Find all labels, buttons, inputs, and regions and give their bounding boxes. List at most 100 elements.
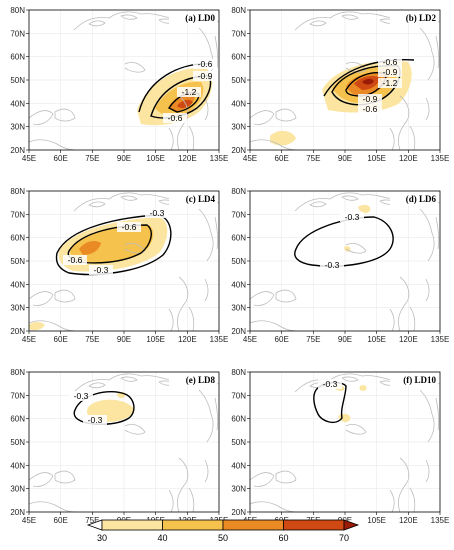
contour-label: -0.6 [383, 57, 398, 67]
y-tick-label: 50N [231, 257, 246, 266]
y-tick-label: 80N [231, 6, 246, 15]
x-tick-label: 120E [178, 154, 197, 163]
map-panel-4: -0.3 -0.3 (d) LD6 45E 60E 75E 90E 105E 120E 135E 2… [231, 187, 449, 344]
y-tick-label: 80N [231, 187, 246, 196]
y-tick-label: 30N [10, 123, 25, 132]
x-tick-label: 135E [431, 516, 450, 525]
y-tick-label: 60N [231, 415, 246, 424]
contour-label: -0.6 [363, 104, 378, 114]
shading-region-1 [358, 204, 371, 214]
y-tick-label: 20N [231, 327, 246, 336]
y-tick-label: 40N [231, 99, 246, 108]
x-tick-label: 105E [146, 335, 165, 344]
shading-region-4 [177, 99, 193, 109]
x-tick-label: 135E [431, 335, 450, 344]
contour-label: -0.3 [345, 212, 360, 222]
x-tick-label: 120E [178, 335, 197, 344]
contour-label: -0.3 [150, 208, 165, 218]
panel-title: (f) LD10 [403, 375, 436, 385]
y-tick-label: 60N [231, 53, 246, 62]
x-tick-label: 75E [306, 335, 320, 344]
y-tick-label: 80N [10, 6, 25, 15]
x-tick-label: 90E [117, 335, 131, 344]
y-tick-label: 50N [10, 76, 25, 85]
y-tick-label: 40N [231, 461, 246, 470]
contour-label: -0.6 [168, 113, 183, 123]
shading-region-5 [362, 78, 374, 85]
x-tick-label: 75E [306, 154, 320, 163]
x-tick-label: 45E [22, 516, 36, 525]
shading-region-6 [270, 130, 296, 146]
x-tick-label: 90E [338, 154, 352, 163]
x-tick-label: 45E [243, 154, 257, 163]
y-tick-label: 30N [231, 485, 246, 494]
colorbar-segment [222, 519, 284, 531]
y-tick-label: 20N [10, 146, 25, 155]
colorbar-tick-label: 50 [218, 533, 228, 543]
contour-label: -1.2 [182, 87, 197, 97]
y-tick-label: 60N [10, 415, 25, 424]
x-tick-label: 75E [85, 516, 99, 525]
shading-region-4 [29, 322, 45, 331]
y-tick-label: 80N [231, 368, 246, 377]
contour-line-1 [55, 214, 172, 276]
colorbar-high-end [343, 519, 360, 531]
contour-label: -0.9 [383, 67, 398, 77]
colorbar-tick-label: 40 [157, 533, 167, 543]
y-tick-label: 20N [231, 508, 246, 517]
x-tick-label: 60E [54, 335, 68, 344]
x-tick-label: 75E [85, 154, 99, 163]
x-tick-label: 45E [243, 335, 257, 344]
y-tick-label: 60N [10, 234, 25, 243]
y-tick-label: 40N [231, 280, 246, 289]
x-tick-label: 135E [210, 335, 229, 344]
y-tick-label: 50N [231, 438, 246, 447]
contour-label: -0.6 [198, 59, 213, 69]
y-tick-label: 60N [10, 53, 25, 62]
y-tick-label: 40N [10, 280, 25, 289]
y-tick-label: 40N [10, 461, 25, 470]
x-tick-label: 105E [146, 154, 165, 163]
colorbar-tick-label: 60 [278, 533, 288, 543]
shading-region-3 [359, 385, 367, 391]
y-tick-label: 70N [231, 391, 246, 400]
map-panel-1: -0.6 -0.9-1.2 -0.6 (a) LD0 45E 60E 75E 90E 105E 1… [10, 6, 228, 163]
colorbar: 30 40 50 60 70 [86, 519, 360, 543]
x-tick-label: 45E [22, 154, 36, 163]
y-tick-label: 80N [10, 187, 25, 196]
y-tick-label: 50N [231, 76, 246, 85]
x-tick-label: 120E [399, 154, 418, 163]
x-tick-label: 135E [210, 154, 229, 163]
panel-title: (a) LD0 [185, 13, 215, 23]
y-tick-label: 20N [10, 327, 25, 336]
y-tick-label: 50N [10, 438, 25, 447]
contour-label: -0.6 [122, 222, 137, 232]
x-tick-label: 60E [275, 335, 289, 344]
colorbar-segment [101, 519, 163, 531]
y-tick-label: 20N [10, 508, 25, 517]
x-tick-label: 90E [338, 335, 352, 344]
x-tick-label: 105E [367, 154, 386, 163]
contour-line-1 [73, 391, 135, 425]
x-tick-label: 75E [85, 335, 99, 344]
panel-title: (d) LD6 [406, 194, 437, 204]
map-panel-6: -0.3(f) LD1045E60E75E90E105E120E135E20N3… [231, 368, 449, 525]
map-panel-3: -0.3 -0.6 -0.6 -0.3 (c) LD4 45E 60E 75E 90E 105E 1… [10, 187, 228, 344]
contour-line-1 [323, 59, 415, 97]
colorbar-segment [283, 519, 345, 531]
y-tick-label: 70N [10, 210, 25, 219]
panel-title: (e) LD8 [186, 375, 216, 385]
contour-label: -0.3 [325, 260, 340, 270]
panel-title: (b) LD2 [406, 13, 437, 23]
y-tick-label: 30N [10, 304, 25, 313]
y-tick-label: 40N [10, 99, 25, 108]
y-tick-label: 20N [231, 146, 246, 155]
y-tick-label: 70N [10, 391, 25, 400]
x-tick-label: 45E [22, 335, 36, 344]
y-tick-label: 70N [231, 29, 246, 38]
map-panel-5: -0.3-0.3(e) LD845E60E75E90E105E120E135E2… [10, 368, 228, 525]
x-tick-label: 105E [367, 516, 386, 525]
x-tick-label: 60E [54, 154, 68, 163]
